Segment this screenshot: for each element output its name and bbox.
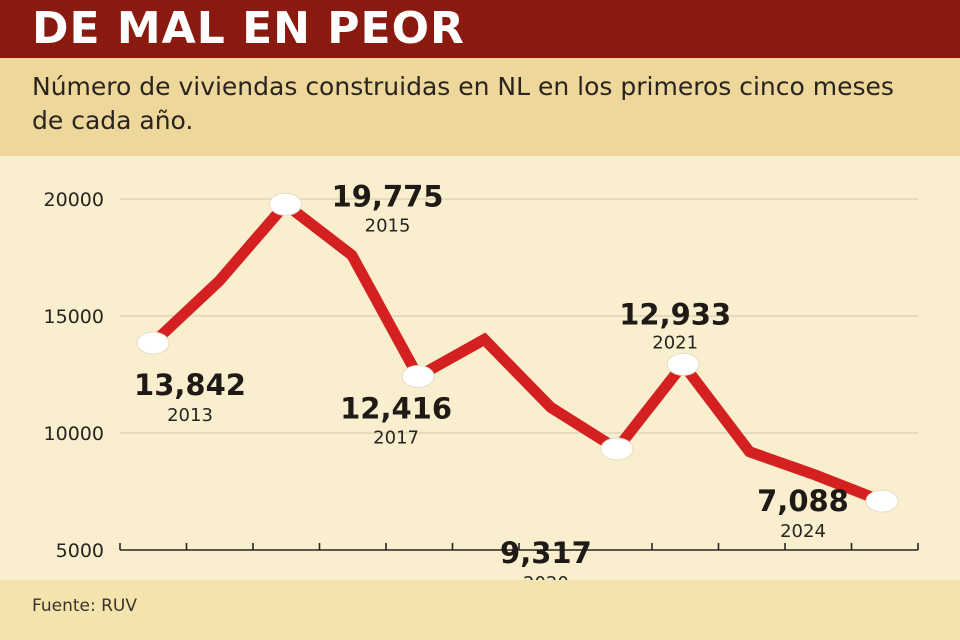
chart-title: DE MAL EN PEOR (32, 3, 465, 54)
data-label-value: 19,775 (332, 179, 444, 213)
data-label-value: 7,088 (757, 484, 849, 518)
header-banner: DE MAL EN PEOR (0, 0, 960, 58)
data-label-value: 12,416 (340, 391, 452, 425)
series-line-layer (149, 196, 885, 507)
chart-subtitle: Número de viviendas construidas en NL en… (32, 72, 894, 135)
data-label-year: 2015 (365, 215, 411, 236)
footer: Fuente: RUV (0, 580, 960, 640)
data-label-year: 2021 (652, 332, 698, 353)
data-point-marker (865, 489, 899, 513)
y-tick-label: 10000 (44, 423, 104, 445)
data-point-marker (269, 192, 303, 216)
data-point-marker (401, 364, 435, 388)
y-tick-labels: 5000 10000 15000 20000 (44, 189, 104, 562)
source-note: Fuente: RUV (32, 596, 137, 616)
data-point-marker (600, 437, 634, 461)
data-label-value: 9,317 (500, 536, 592, 570)
chart-area: 5000 10000 15000 20000 13,842 2013 19,775 2015… (0, 156, 960, 580)
data-label-year: 2017 (373, 427, 419, 448)
data-label-value: 12,933 (619, 297, 731, 331)
line-chart: 5000 10000 15000 20000 13,842 2013 19,7752015… (44, 179, 919, 580)
data-label-year: 2024 (780, 521, 826, 542)
data-point-marker (666, 352, 700, 376)
data-label-year: 2020 (523, 573, 569, 580)
marker-layer (136, 192, 899, 513)
subtitle-band: Número de viviendas construidas en NL en… (0, 58, 960, 156)
y-tick-label: 15000 (44, 306, 104, 328)
grid-layer (120, 198, 918, 434)
data-label-year: 2013 (167, 405, 213, 426)
x-axis (119, 543, 919, 551)
data-point-marker (136, 331, 170, 355)
y-tick-label: 20000 (44, 189, 104, 211)
y-tick-label: 5000 (56, 540, 104, 562)
data-label-value: 13,842 (134, 368, 246, 402)
series-line (149, 196, 885, 507)
